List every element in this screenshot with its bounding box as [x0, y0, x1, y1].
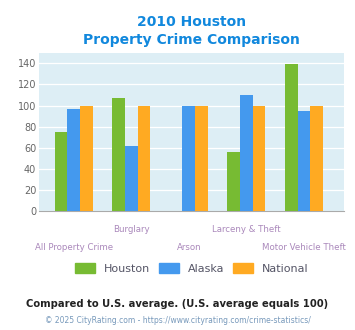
- Bar: [137, 106, 150, 211]
- Bar: [228, 152, 240, 211]
- Bar: [285, 64, 298, 211]
- Text: Compared to U.S. average. (U.S. average equals 100): Compared to U.S. average. (U.S. average …: [26, 299, 329, 309]
- Text: Larceny & Theft: Larceny & Theft: [212, 225, 281, 234]
- Bar: [55, 132, 67, 211]
- Bar: [253, 106, 266, 211]
- Bar: [182, 106, 195, 211]
- Title: 2010 Houston
Property Crime Comparison: 2010 Houston Property Crime Comparison: [83, 15, 300, 48]
- Bar: [80, 106, 93, 211]
- Legend: Houston, Alaska, National: Houston, Alaska, National: [70, 259, 313, 279]
- Text: © 2025 CityRating.com - https://www.cityrating.com/crime-statistics/: © 2025 CityRating.com - https://www.city…: [45, 316, 310, 325]
- Bar: [112, 98, 125, 211]
- Bar: [125, 146, 137, 211]
- Text: All Property Crime: All Property Crime: [34, 243, 113, 252]
- Bar: [67, 109, 80, 211]
- Bar: [195, 106, 208, 211]
- Text: Burglary: Burglary: [113, 225, 149, 234]
- Text: Arson: Arson: [176, 243, 201, 252]
- Bar: [240, 95, 253, 211]
- Text: Motor Vehicle Theft: Motor Vehicle Theft: [262, 243, 346, 252]
- Bar: [310, 106, 323, 211]
- Bar: [298, 111, 310, 211]
